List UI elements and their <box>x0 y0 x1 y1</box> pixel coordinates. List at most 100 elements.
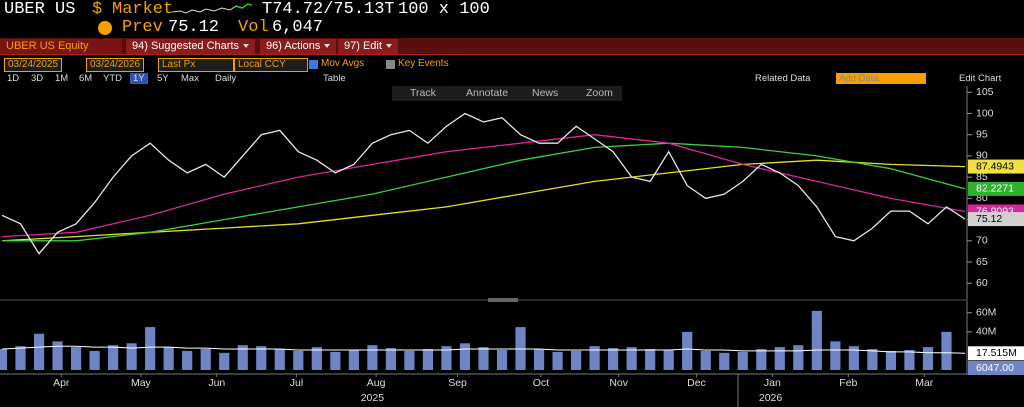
period-button[interactable]: 6M <box>79 73 93 84</box>
volume-bar <box>645 349 656 370</box>
security-tab[interactable]: UBER US Equity <box>0 39 122 54</box>
volume-bar <box>237 345 248 370</box>
add-data[interactable]: Add Data <box>836 73 926 84</box>
period-button[interactable]: YTD <box>103 73 122 84</box>
price-line <box>2 142 966 242</box>
menu-tab[interactable]: 97) Edit <box>338 39 398 54</box>
table-button[interactable]: Table <box>323 73 346 84</box>
x-tick-label: Jul <box>290 377 303 389</box>
volume-bar <box>182 350 193 370</box>
price-line <box>1 134 966 238</box>
frequency[interactable]: Daily <box>215 73 237 84</box>
y-tick-label: 60 <box>976 277 988 289</box>
vol-value: 6,047 <box>272 18 324 37</box>
year-label: 2025 <box>361 392 385 404</box>
period-button[interactable]: 1Y <box>130 73 148 84</box>
volume-bar <box>626 347 637 370</box>
tab-rule <box>0 54 1024 55</box>
volume-bar <box>126 343 137 370</box>
y-tick-label: 65 <box>976 256 988 268</box>
menu-label: 94) Suggested Charts <box>132 40 240 52</box>
x-tick-label: Apr <box>53 377 70 389</box>
volume-bar <box>0 349 8 370</box>
volume-bar <box>682 331 693 370</box>
volume-bar <box>441 346 452 370</box>
market: Market <box>112 0 174 19</box>
chart-tool[interactable]: News <box>532 87 559 99</box>
volume-bar <box>830 341 841 370</box>
mov-avgs[interactable]: Mov Avgs <box>321 58 365 69</box>
volume-bar <box>756 349 767 370</box>
volume-bar <box>867 349 878 370</box>
edit-chart[interactable]: Edit Chart <box>959 73 1002 84</box>
prev-label: Prev <box>122 18 163 37</box>
x-tick-label: Jun <box>208 377 225 389</box>
quote-size: 100 x 100 <box>398 0 490 19</box>
volume-bar <box>719 352 730 370</box>
x-tick-label: Oct <box>533 377 549 389</box>
volume-bar <box>552 351 563 370</box>
menu-tab[interactable]: 94) Suggested Charts <box>126 39 256 54</box>
chart-tool[interactable]: Annotate <box>466 87 509 99</box>
volume-bar <box>496 349 508 370</box>
related-data[interactable]: Related Data <box>755 73 811 84</box>
price-line <box>1 112 966 255</box>
period-button[interactable]: 1D <box>7 73 20 84</box>
period-button[interactable]: 1M <box>55 73 69 84</box>
y-tick-label: 95 <box>976 128 988 140</box>
volume-bar <box>385 348 396 370</box>
volume-bar <box>108 345 119 370</box>
volume-bar <box>15 346 26 370</box>
checkbox[interactable] <box>309 60 318 69</box>
currency-select[interactable]: Local CCY <box>234 58 308 72</box>
end-date[interactable]: 03/24/2026 <box>86 58 145 72</box>
volume-bar <box>330 351 341 370</box>
volume-bar <box>70 347 82 370</box>
volume-bar <box>89 350 100 370</box>
checkbox[interactable] <box>386 60 395 69</box>
volume-bar <box>589 346 600 370</box>
volume-bar <box>52 341 63 370</box>
key-events[interactable]: Key Events <box>398 58 449 69</box>
volume-bar <box>348 349 359 370</box>
volume-bar <box>404 350 415 370</box>
volume-bar <box>700 350 711 370</box>
last-value-box <box>968 212 1024 227</box>
menu-tab[interactable]: 96) Actions <box>260 39 337 54</box>
volume-bar <box>200 349 211 370</box>
volume-bar <box>256 346 267 370</box>
volume-bar <box>478 347 489 370</box>
last-value-box <box>968 159 1024 174</box>
volume-bar <box>33 333 45 370</box>
volume-bar <box>922 347 934 370</box>
x-tick-label: Sep <box>448 377 467 389</box>
last-value-label: 17.515M <box>976 347 1017 359</box>
volume-bar <box>367 345 378 370</box>
y-tick-label: 60M <box>976 307 996 319</box>
volume-bar <box>811 310 822 370</box>
y-tick-label: 70 <box>976 235 988 247</box>
prev-value: 75.12 <box>168 18 220 37</box>
chart-tool[interactable]: Track <box>410 87 436 99</box>
y-tick-label: 40M <box>976 326 996 338</box>
prev-icon <box>98 21 112 35</box>
quote: T74.72/75.13T <box>262 0 395 19</box>
vol-label: Vol <box>238 18 269 37</box>
volume-bar <box>848 346 859 370</box>
chart-tool[interactable]: Zoom <box>586 87 613 99</box>
start-date[interactable]: 03/24/2025 <box>4 58 63 72</box>
sparkline <box>172 3 252 14</box>
period-button[interactable]: 3D <box>31 73 44 84</box>
period-button[interactable]: 5Y <box>157 73 169 84</box>
last-value-label: 6047.00 <box>976 362 1014 374</box>
last-value-box <box>968 346 1024 361</box>
x-tick-label: Mar <box>915 377 934 389</box>
volume-bar <box>941 331 952 370</box>
volume-bar <box>459 343 471 370</box>
period-button[interactable]: Max <box>181 73 199 84</box>
volume-bar <box>311 347 322 370</box>
last-value-label: 75.12 <box>976 213 1002 225</box>
field-select[interactable]: Last Px <box>158 58 234 72</box>
